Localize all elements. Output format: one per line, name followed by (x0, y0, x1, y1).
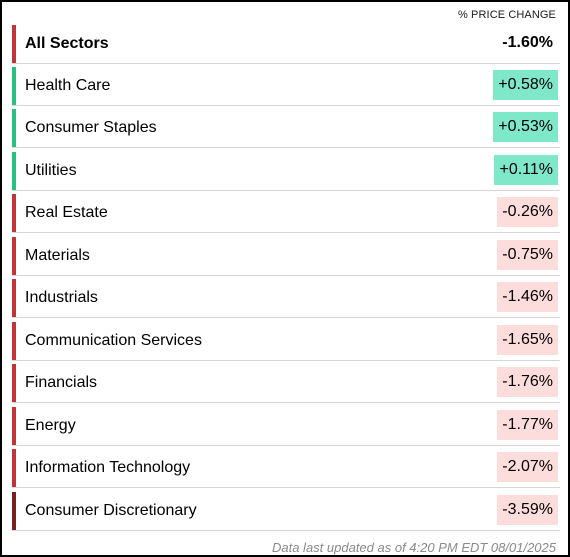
price-change-column-header: % PRICE CHANGE (458, 9, 556, 21)
price-change-badge: -1.77% (497, 410, 558, 440)
sector-row[interactable]: Materials -0.75% (12, 235, 560, 276)
sector-name: Financials (25, 374, 98, 391)
price-change-badge: +0.58% (493, 70, 558, 100)
price-change-badge: -0.75% (497, 240, 558, 270)
trend-indicator-bar (12, 67, 16, 105)
trend-indicator-bar (12, 322, 16, 360)
summary-row-all-sectors[interactable]: All Sectors -1.60% (12, 23, 560, 64)
sector-name: Utilities (25, 162, 77, 179)
price-change-value: -1.60% (502, 34, 553, 51)
sector-row[interactable]: Utilities +0.11% (12, 150, 560, 191)
sector-row[interactable]: Real Estate -0.26% (12, 192, 560, 233)
trend-indicator-bar (12, 449, 16, 487)
sector-row[interactable]: Communication Services -1.65% (12, 320, 560, 361)
sector-name: Information Technology (25, 459, 191, 476)
trend-indicator-bar (12, 194, 16, 232)
last-updated-note: Data last updated as of 4:20 PM EDT 08/0… (271, 540, 556, 555)
sector-name: Real Estate (25, 204, 108, 221)
trend-indicator-bar (12, 237, 16, 275)
sector-row[interactable]: Financials -1.76% (12, 362, 560, 403)
trend-indicator-bar (12, 407, 16, 445)
sector-name: Communication Services (25, 332, 202, 349)
price-change-badge: +0.53% (493, 112, 558, 142)
sector-row[interactable]: Consumer Staples +0.53% (12, 107, 560, 148)
sector-name: Energy (25, 417, 76, 434)
sector-row[interactable]: Energy -1.77% (12, 405, 560, 446)
sector-row[interactable]: Consumer Discretionary -3.59% (12, 490, 560, 531)
trend-indicator-bar (12, 279, 16, 317)
trend-indicator-bar (12, 109, 16, 147)
sector-name: Health Care (25, 77, 111, 94)
price-change-badge: -2.07% (497, 452, 558, 482)
trend-indicator-bar (12, 364, 16, 402)
price-change-badge: -3.59% (497, 495, 558, 525)
price-change-badge: +0.11% (494, 155, 558, 185)
sector-name: Consumer Discretionary (25, 502, 197, 519)
sector-row[interactable]: Information Technology -2.07% (12, 447, 560, 488)
price-change-badge: -1.76% (497, 367, 558, 397)
sector-name: Materials (25, 247, 90, 264)
sector-name: Industrials (25, 289, 98, 306)
price-change-badge: -0.26% (497, 197, 558, 227)
trend-indicator-bar (12, 492, 16, 530)
sector-row[interactable]: Health Care +0.58% (12, 65, 560, 106)
price-change-badge: -1.65% (497, 325, 558, 355)
trend-indicator-bar (12, 152, 16, 190)
sector-name: Consumer Staples (25, 119, 157, 136)
price-change-badge: -1.46% (497, 282, 558, 312)
trend-indicator-bar (12, 25, 16, 63)
sector-row[interactable]: Industrials -1.46% (12, 277, 560, 318)
sector-name: All Sectors (25, 35, 109, 52)
